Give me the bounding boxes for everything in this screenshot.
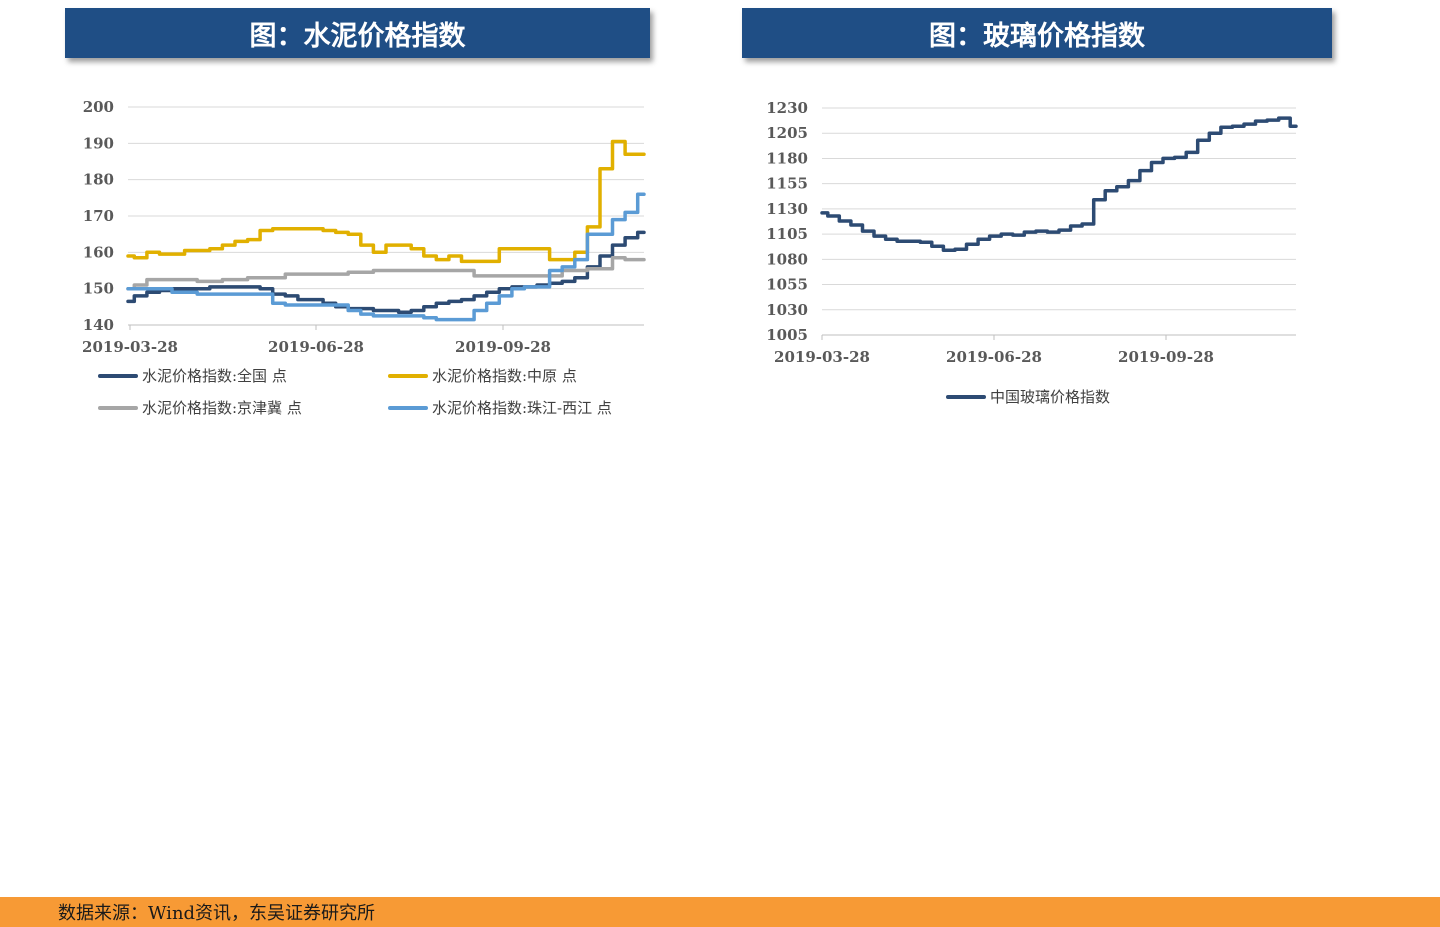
- glass-price-chart: 1005 1030 1055 1080 1105 1130 1155 1180 1205 1230…: [766, 99, 1298, 366]
- series-line-3: [126, 192, 646, 322]
- y-tick-label: 1005: [766, 326, 808, 344]
- legend-label: 中国玻璃价格指数: [990, 388, 1111, 406]
- legend-swatch: [388, 373, 428, 378]
- x-tick-label: 2019-09-28: [455, 338, 551, 356]
- y-tick-label: 1180: [766, 149, 808, 167]
- x-tick-label: 2019-09-28: [1118, 348, 1214, 366]
- y-tick-label: 1230: [766, 99, 808, 117]
- x-tick-label: 2019-03-28: [774, 348, 870, 366]
- x-tick-label: 2019-06-28: [268, 338, 364, 356]
- source-text: 数据来源：Wind资讯，东吴证券研究所: [58, 903, 376, 924]
- legend-item-jingjinji: 水泥价格指数:京津冀 点: [98, 397, 302, 418]
- y-tick-label: 1105: [766, 225, 808, 243]
- cement-price-chart: 140 150 160 170 180 190 200 2019-03-28 2019-06-2…: [82, 98, 646, 356]
- legend-item-glass: 中国玻璃价格指数: [946, 386, 1110, 407]
- y-tick-label: 200: [83, 98, 114, 116]
- series-line-0: [126, 230, 646, 315]
- legend-label: 水泥价格指数:京津冀 点: [142, 399, 302, 417]
- legend-swatch: [98, 373, 138, 378]
- y-tick-label: 180: [83, 171, 114, 189]
- y-tick-label: 1080: [766, 250, 808, 268]
- y-tick-label: 1030: [766, 301, 808, 319]
- legend-swatch: [98, 405, 138, 410]
- y-tick-label: 140: [83, 316, 114, 334]
- x-tick-label: 2019-03-28: [82, 338, 178, 356]
- y-tick-label: 1155: [766, 175, 808, 193]
- legend-label: 水泥价格指数:中原 点: [432, 367, 577, 385]
- legend-item-central-plains: 水泥价格指数:中原 点: [388, 365, 577, 386]
- legend-swatch: [946, 394, 986, 399]
- legend-item-national: 水泥价格指数:全国 点: [98, 365, 287, 386]
- legend-swatch: [388, 405, 428, 410]
- y-tick-label: 1130: [766, 200, 808, 218]
- legend-label: 水泥价格指数:珠江-西江 点: [432, 399, 612, 417]
- y-tick-label: 1055: [766, 276, 808, 294]
- cement-chart-title: 图：水泥价格指数: [65, 8, 650, 58]
- y-tick-label: 170: [83, 207, 114, 225]
- y-tick-label: 160: [83, 243, 114, 261]
- x-tick-label: 2019-06-28: [946, 348, 1042, 366]
- legend-item-pearl-river: 水泥价格指数:珠江-西江 点: [388, 397, 612, 418]
- y-tick-label: 1205: [766, 124, 808, 142]
- source-footer: 数据来源：Wind资讯，东吴证券研究所: [0, 897, 1440, 927]
- glass-chart-title: 图：玻璃价格指数: [742, 8, 1332, 58]
- legend-label: 水泥价格指数:全国 点: [142, 367, 287, 385]
- y-tick-label: 150: [83, 280, 114, 298]
- series-line-1: [126, 139, 646, 264]
- y-tick-label: 190: [83, 134, 114, 152]
- series-line-0: [820, 116, 1298, 253]
